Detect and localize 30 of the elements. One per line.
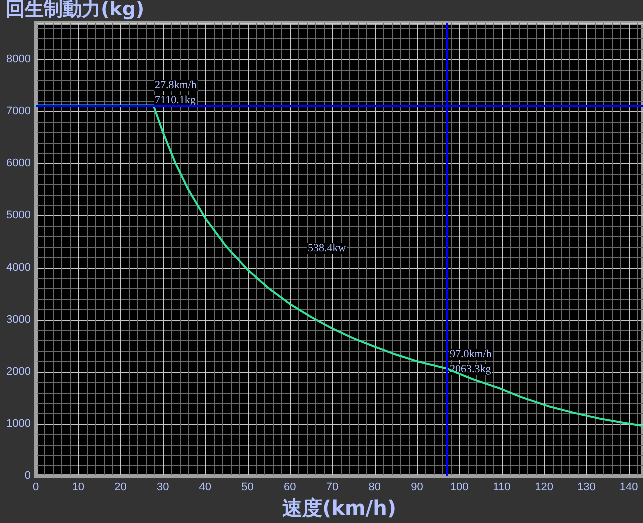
x-tick-label: 140 xyxy=(620,482,638,494)
y-tick-label: 0 xyxy=(24,470,31,482)
x-tick-label: 110 xyxy=(493,482,511,494)
y-tick-label: 1000 xyxy=(6,418,31,430)
x-tick-label: 30 xyxy=(156,482,170,494)
x-tick-label: 60 xyxy=(284,482,296,494)
y-tick-label: 8000 xyxy=(6,53,31,66)
x-tick-label: 90 xyxy=(411,482,424,494)
x-tick-label: 70 xyxy=(326,482,339,494)
annotation: 7110.1kg xyxy=(155,94,196,106)
y-tick-label: 2000 xyxy=(6,366,31,378)
annotation: 27.8km/h xyxy=(155,80,198,92)
y-tick-label: 3000 xyxy=(6,314,31,326)
annotation: 97.0km/h xyxy=(450,348,492,360)
x-tick-label: 50 xyxy=(242,482,254,494)
annotation: 2063.3kg xyxy=(450,364,492,376)
y-tick-label: 5000 xyxy=(6,210,31,222)
x-tick-label: 120 xyxy=(535,482,554,494)
x-tick-label: 10 xyxy=(72,482,84,494)
x-tick-label: 80 xyxy=(368,482,381,494)
annotation: 538.4kw xyxy=(308,242,346,254)
x-tick-label: 130 xyxy=(577,482,596,494)
y-tick-label: 6000 xyxy=(6,158,31,170)
y-tick-label: 7000 xyxy=(6,106,31,118)
y-tick-label: 4000 xyxy=(6,262,31,274)
x-axis-title: 速度(km/h) xyxy=(282,496,396,520)
x-tick-label: 20 xyxy=(114,482,127,494)
x-tick-label: 0 xyxy=(32,482,40,494)
x-tick-label: 100 xyxy=(450,482,469,494)
x-tick-label: 40 xyxy=(199,482,212,494)
